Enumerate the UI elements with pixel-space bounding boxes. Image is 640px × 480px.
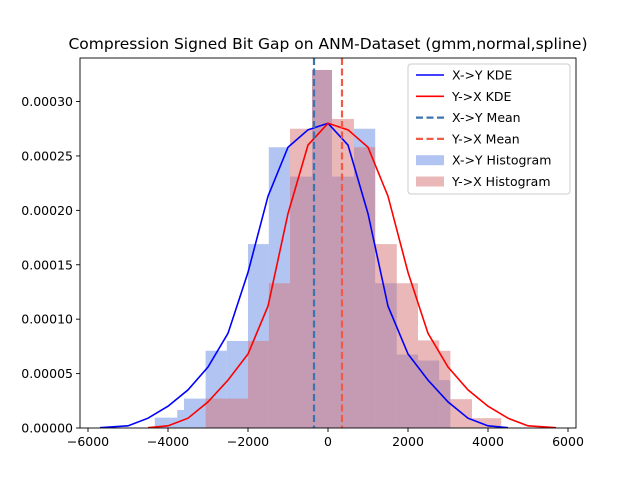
y-tick-label: 0.00015 xyxy=(21,257,73,272)
x-tick-label: 6000 xyxy=(552,434,584,449)
legend-label: Y->X KDE xyxy=(451,89,511,104)
legend: X->Y KDE Y->X KDE X->Y Mean Y->X Mean X->Y H… xyxy=(407,63,571,195)
y-tick-label: 0.00030 xyxy=(21,94,73,109)
histogram-bar xyxy=(177,410,184,428)
y-tick-label: 0.00000 xyxy=(21,421,73,436)
x-tick-label: 2000 xyxy=(392,434,424,449)
kde-line xyxy=(99,122,509,428)
histogram-bar xyxy=(154,417,178,428)
kde-line xyxy=(147,122,557,428)
legend-label: X->Y Mean xyxy=(452,110,521,125)
histogram-bar xyxy=(354,147,376,428)
x-tick-label: 0 xyxy=(324,434,332,449)
histogram-bar xyxy=(248,340,269,428)
histogram-bar xyxy=(418,340,440,428)
legend-swatch-patch xyxy=(416,155,444,166)
histogram-bar xyxy=(439,350,451,428)
histogram-bar xyxy=(375,244,397,428)
legend-label: X->Y Histogram xyxy=(452,153,551,168)
y-tick-label: 0.00010 xyxy=(21,312,73,327)
chart-title: Compression Signed Bit Gap on ANM-Datase… xyxy=(68,35,587,53)
histogram-bar xyxy=(472,418,502,428)
y-tick-label: 0.00025 xyxy=(21,148,73,163)
legend-label: Y->X Histogram xyxy=(451,174,551,189)
legend-box xyxy=(407,63,571,195)
legend-label: Y->X Mean xyxy=(451,131,520,146)
ticks-layer: −6000 −4000 −2000 0 2000 4000 6000 0.00000 0.000… xyxy=(21,94,584,449)
x-tick-label: −6000 xyxy=(67,434,109,449)
y-tick-label: 0.00005 xyxy=(21,366,73,381)
line-layer xyxy=(99,58,557,428)
histogram-bar xyxy=(268,283,290,428)
legend-swatch-patch xyxy=(416,176,444,187)
x-tick-label: −2000 xyxy=(227,434,269,449)
histogram-bar xyxy=(396,283,418,428)
x-tick-label: 4000 xyxy=(472,434,504,449)
legend-label: X->Y KDE xyxy=(452,68,512,83)
histogram-bar xyxy=(312,69,332,429)
y-tick-label: 0.00020 xyxy=(21,203,73,218)
histogram-bar xyxy=(290,128,312,428)
histogram-bar xyxy=(205,398,248,428)
x-tick-label: −4000 xyxy=(147,434,189,449)
